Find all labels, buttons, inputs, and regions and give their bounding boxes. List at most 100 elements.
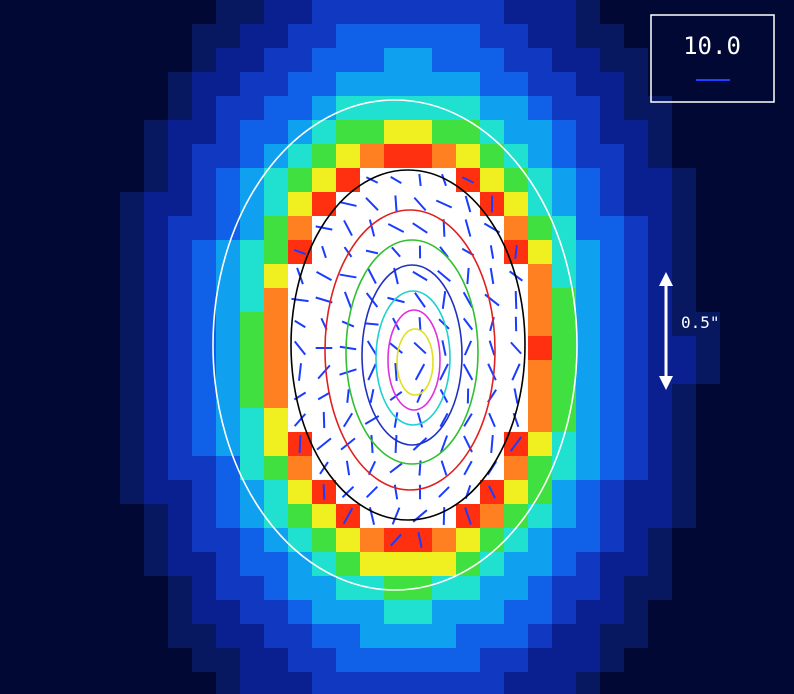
pixel [528, 600, 552, 624]
pixel [240, 120, 264, 144]
pixel [480, 600, 504, 624]
pixel [600, 384, 624, 408]
pixel [288, 528, 312, 552]
vector [324, 484, 325, 499]
pixel [672, 264, 696, 288]
pixel [576, 72, 600, 96]
pixel [576, 360, 600, 384]
pixel [456, 576, 480, 600]
pixel [336, 552, 360, 576]
pixel [192, 384, 216, 408]
pixel [480, 504, 504, 528]
pixel [144, 408, 168, 432]
pixel [504, 648, 528, 672]
pixel [216, 48, 240, 72]
pixel [240, 336, 264, 360]
pixel [528, 672, 552, 694]
pixel [360, 120, 384, 144]
pixel [240, 216, 264, 240]
pixel [216, 576, 240, 600]
pixel [624, 48, 648, 72]
pixel [168, 312, 192, 336]
pixel [504, 600, 528, 624]
pixel [408, 72, 432, 96]
pixel [264, 24, 288, 48]
pixel [216, 528, 240, 552]
pixel [480, 168, 504, 192]
pixel [360, 144, 384, 168]
pixel [672, 216, 696, 240]
pixel [576, 24, 600, 48]
pixel [432, 528, 456, 552]
pixel [408, 648, 432, 672]
pixel [240, 240, 264, 264]
pixel [288, 216, 312, 240]
pixel [432, 48, 456, 72]
pixel [528, 552, 552, 576]
pixel [264, 120, 288, 144]
pixel [360, 96, 384, 120]
scale-label: 0.5" [681, 313, 720, 332]
pixel [144, 288, 168, 312]
pixel [216, 648, 240, 672]
pixel [552, 96, 576, 120]
pixel [528, 168, 552, 192]
pixel [168, 192, 192, 216]
pixel [504, 120, 528, 144]
pixel [240, 528, 264, 552]
pixel [216, 216, 240, 240]
pixel [240, 264, 264, 288]
pixel [552, 192, 576, 216]
pixel [648, 312, 672, 336]
pixel [216, 72, 240, 96]
pixel [264, 648, 288, 672]
pixel [480, 528, 504, 552]
pixel [528, 432, 552, 456]
pixel [192, 504, 216, 528]
page: 10.0 0.5" (() => { const data = JSON.par… [0, 0, 794, 694]
pixel [600, 96, 624, 120]
pixel [336, 528, 360, 552]
pixel [624, 312, 648, 336]
pixel [648, 288, 672, 312]
pixel [672, 504, 696, 528]
pixel [144, 216, 168, 240]
pixel [360, 24, 384, 48]
pixel [528, 240, 552, 264]
pixel [408, 624, 432, 648]
pixel [576, 264, 600, 288]
pixel [288, 504, 312, 528]
pixel [336, 672, 360, 694]
pixel [408, 0, 432, 24]
pixel [264, 504, 288, 528]
pixel [456, 48, 480, 72]
pixel [576, 552, 600, 576]
pixel [264, 600, 288, 624]
pixel [624, 456, 648, 480]
pixel [552, 336, 576, 360]
pixel [576, 96, 600, 120]
pixel [240, 96, 264, 120]
pixel [192, 456, 216, 480]
pixel [552, 24, 576, 48]
pixel [552, 504, 576, 528]
pixel [216, 288, 240, 312]
pixel [672, 456, 696, 480]
pixel [552, 648, 576, 672]
pixel [312, 576, 336, 600]
pixel [144, 120, 168, 144]
pixel [576, 624, 600, 648]
pixel [576, 504, 600, 528]
pixel [216, 120, 240, 144]
pixel [312, 648, 336, 672]
pixel [288, 120, 312, 144]
pixel [480, 624, 504, 648]
pixel [192, 408, 216, 432]
pixel [480, 48, 504, 72]
pixel [288, 624, 312, 648]
pixel [648, 456, 672, 480]
pixel [384, 72, 408, 96]
pixel [168, 432, 192, 456]
pixel [456, 600, 480, 624]
pixel [120, 336, 144, 360]
